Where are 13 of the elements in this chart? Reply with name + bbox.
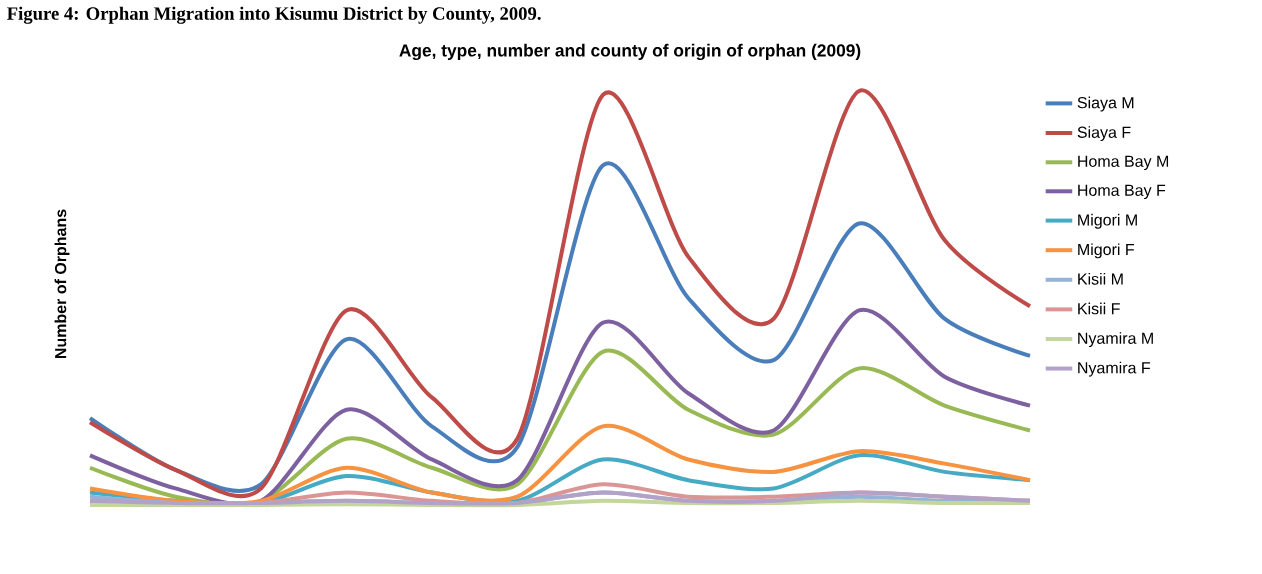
legend-label: Kisii M [1078,273,1123,285]
chart-title: Age, type, number and county of origin of orphan (2009) [399,43,861,61]
legend-label: Siaya M [1077,96,1134,112]
caption: Figure 4: Orphan Migration into Kisumu District by County, 2009. [7,6,541,24]
legend-label: Kisii F [1078,302,1120,315]
legend-label: Migori F [1078,243,1135,259]
legend-label: Siaya F [1077,126,1131,142]
legend-label: Homa Bay F [1078,184,1166,200]
legend-label: Nyamira F [1078,361,1151,377]
legend-label: Homa Bay M [1078,155,1169,171]
legend-label: Nyamira M [1078,332,1153,348]
y-axis-title: Number of Orphans [54,209,70,359]
legend-label: Migori M [1078,213,1137,229]
